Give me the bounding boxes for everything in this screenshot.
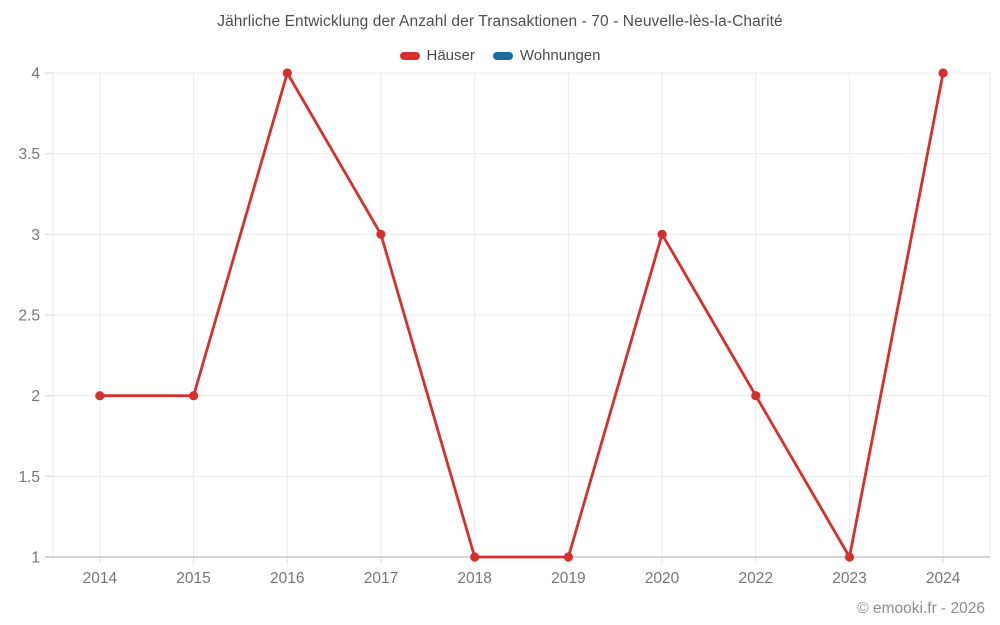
- x-axis-label: 2020: [645, 570, 680, 587]
- data-point-häuser-2018[interactable]: [470, 552, 480, 562]
- x-axis-label: 2019: [551, 570, 585, 587]
- data-point-häuser-2023[interactable]: [844, 552, 855, 562]
- data-point-häuser-2022[interactable]: [751, 391, 761, 401]
- y-axis-label: 3: [31, 227, 40, 244]
- data-point-häuser-2019[interactable]: [563, 552, 574, 562]
- data-point-häuser-2017[interactable]: [376, 229, 386, 239]
- data-point-häuser-2014[interactable]: [95, 391, 105, 401]
- x-axis-label: 2024: [926, 570, 961, 587]
- copyright-footer: © emooki.fr - 2026: [857, 600, 985, 617]
- series-line-häuser: [98, 71, 945, 559]
- legend-swatch: [492, 51, 513, 60]
- x-axis-label: 2017: [364, 570, 398, 587]
- y-axis-label: 2.5: [18, 308, 40, 325]
- legend-label: Häuser: [426, 47, 475, 64]
- legend-label: Wohnungen: [519, 47, 601, 64]
- chart-legend: Häuser Wohnungen: [0, 47, 1000, 64]
- x-axis-label: 2022: [739, 570, 773, 587]
- chart-title: Jährliche Entwicklung der Anzahl der Tra…: [217, 13, 783, 30]
- legend-item-wohnungen[interactable]: Wohnungen: [492, 47, 601, 64]
- legend-item-häuser[interactable]: Häuser: [399, 47, 475, 64]
- legend-swatch: [399, 51, 420, 60]
- x-axis-label: 2018: [457, 570, 491, 587]
- data-point-häuser-2016[interactable]: [282, 68, 292, 78]
- x-axis-label: 2016: [270, 570, 304, 587]
- data-point-häuser-2024[interactable]: [938, 68, 948, 78]
- x-axis-label: 2014: [83, 570, 118, 587]
- y-axis-label: 1: [31, 550, 40, 567]
- y-axis-label: 2: [31, 388, 40, 405]
- y-axis-label: 3.5: [18, 146, 40, 163]
- x-axis-label: 2023: [832, 570, 866, 587]
- y-axis-label: 1.5: [18, 469, 40, 486]
- data-point-häuser-2020[interactable]: [657, 229, 667, 239]
- x-axis-label: 2015: [176, 570, 210, 587]
- y-axis-label: 4: [31, 66, 40, 83]
- data-point-häuser-2015[interactable]: [189, 391, 199, 401]
